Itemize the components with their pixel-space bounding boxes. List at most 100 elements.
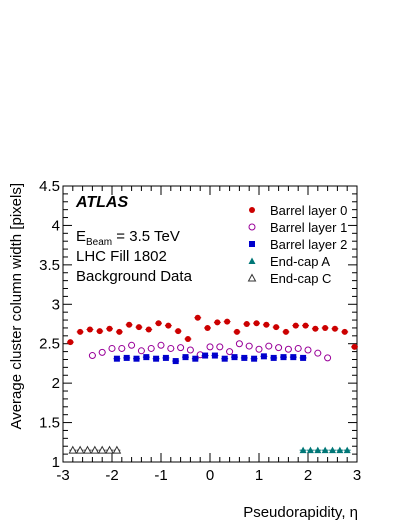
series-end-cap-c bbox=[68, 445, 122, 454]
data-point bbox=[284, 345, 292, 353]
x-tick-label: -3 bbox=[56, 467, 69, 484]
y-tick-label: 1.5 bbox=[39, 415, 60, 432]
y-tick-label: 2 bbox=[52, 375, 60, 392]
data-point bbox=[96, 328, 103, 335]
data-point bbox=[182, 354, 189, 361]
data-point bbox=[67, 339, 74, 346]
data-point bbox=[299, 446, 307, 454]
data-point bbox=[336, 446, 344, 454]
data-point bbox=[97, 445, 107, 454]
data-point bbox=[231, 354, 238, 361]
data-point bbox=[233, 328, 240, 335]
data-point bbox=[83, 445, 92, 454]
data-point bbox=[245, 342, 253, 350]
data-point bbox=[253, 320, 260, 327]
legend-label: End-cap A bbox=[270, 254, 330, 269]
x-tick-label: -2 bbox=[105, 467, 118, 484]
series-barrel-layer-0 bbox=[66, 314, 358, 350]
data-point bbox=[206, 343, 214, 351]
data-point bbox=[270, 354, 277, 361]
legend-marker bbox=[249, 241, 255, 247]
data-point bbox=[280, 354, 287, 361]
data-point bbox=[105, 445, 114, 454]
series-barrel-layer-1 bbox=[88, 340, 332, 362]
data-point bbox=[341, 328, 348, 335]
data-point bbox=[204, 324, 211, 331]
data-point bbox=[275, 344, 283, 352]
data-point bbox=[88, 352, 96, 360]
legend-label: End-cap C bbox=[270, 271, 331, 286]
data-point bbox=[290, 354, 297, 361]
legend: Barrel layer 0 Barrel layer 1 Barrel layer… bbox=[247, 203, 347, 286]
data-point bbox=[86, 326, 93, 333]
series-end-cap-a bbox=[299, 446, 351, 454]
data-point bbox=[135, 324, 142, 331]
data-point bbox=[162, 354, 169, 361]
data-point bbox=[157, 341, 165, 349]
data-point bbox=[263, 321, 270, 328]
data-point bbox=[351, 343, 358, 350]
data-point bbox=[137, 347, 145, 355]
x-tick-label: 3 bbox=[353, 467, 361, 484]
data-point bbox=[331, 325, 338, 332]
data-point bbox=[324, 354, 332, 362]
y-tick-label: 4 bbox=[52, 217, 60, 234]
data-point bbox=[292, 322, 299, 329]
data-point bbox=[343, 446, 351, 454]
data-point bbox=[282, 328, 289, 335]
data-point bbox=[68, 445, 78, 454]
data-point bbox=[312, 325, 319, 332]
data-point bbox=[235, 340, 243, 348]
legend-marker bbox=[248, 257, 256, 264]
x-tick-label: 2 bbox=[304, 467, 312, 484]
y-tick-label: 3 bbox=[52, 296, 60, 313]
data-point bbox=[90, 445, 100, 454]
data-point bbox=[294, 344, 302, 352]
data-point bbox=[106, 325, 113, 332]
y-axis-label: Average cluster column width [pixels] bbox=[8, 183, 25, 430]
data-point bbox=[260, 353, 267, 360]
beam-energy-label: EBeam = 3.5 TeV bbox=[76, 228, 180, 248]
data-point bbox=[167, 344, 175, 352]
data-point bbox=[255, 345, 263, 353]
lhc-fill-label: LHC Fill 1802 bbox=[76, 248, 167, 265]
legend-label: Barrel layer 1 bbox=[270, 220, 347, 235]
data-point bbox=[165, 322, 172, 329]
data-point bbox=[304, 346, 312, 354]
data-point bbox=[194, 314, 201, 321]
data-point bbox=[211, 352, 218, 359]
y-tick-label: 2.5 bbox=[39, 336, 60, 353]
x-tick-label: 0 bbox=[206, 467, 214, 484]
data-point bbox=[77, 328, 84, 335]
tick-labels: -3 -2 -1 0 1 2 3 1 1.5 2 2.5 3 3.5 4 4.5 bbox=[39, 178, 361, 484]
legend-marker bbox=[249, 207, 255, 213]
data-point bbox=[300, 354, 307, 361]
data-point bbox=[112, 445, 122, 454]
series-barrel-layer-2 bbox=[113, 352, 307, 365]
data-point bbox=[202, 352, 209, 359]
data-point bbox=[322, 324, 329, 331]
y-tick-label: 1 bbox=[52, 454, 60, 471]
legend-label: Barrel layer 0 bbox=[270, 203, 347, 218]
data-point bbox=[241, 354, 248, 361]
data-point bbox=[224, 318, 231, 325]
data-point bbox=[186, 346, 194, 354]
legend-label: Barrel layer 2 bbox=[270, 237, 347, 252]
data-point bbox=[273, 324, 280, 331]
data-point bbox=[265, 342, 273, 350]
y-tick-label: 4.5 bbox=[39, 178, 60, 195]
data-point bbox=[98, 348, 106, 356]
data-point bbox=[175, 328, 182, 335]
x-tick-label: 1 bbox=[255, 467, 263, 484]
data-series bbox=[66, 314, 358, 454]
data-point bbox=[314, 446, 322, 454]
data-point bbox=[153, 355, 160, 362]
data-type-label: Background Data bbox=[76, 268, 193, 285]
legend-marker bbox=[247, 273, 257, 282]
data-point bbox=[113, 355, 120, 362]
data-point bbox=[302, 322, 309, 329]
data-point bbox=[155, 320, 162, 327]
data-point bbox=[221, 355, 228, 362]
data-point bbox=[216, 343, 224, 351]
data-point bbox=[123, 354, 130, 361]
